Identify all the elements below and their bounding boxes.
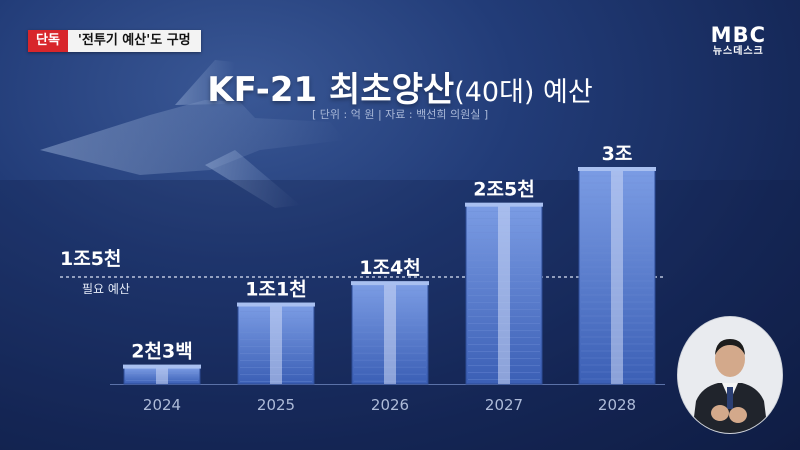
exclusive-badge: 단독	[28, 30, 68, 52]
bar-cap-2027	[465, 202, 543, 207]
bar-stripe-2026	[384, 284, 396, 384]
sign-language-interpreter	[677, 316, 783, 434]
data-label-2024: 2천3백	[131, 341, 192, 363]
x-tick-2028: 2028	[598, 396, 636, 414]
data-label-2028: 3조	[602, 143, 633, 165]
bar-stripe-2028	[611, 170, 623, 384]
data-label-2026: 1조4천	[359, 257, 420, 279]
bar-cap-2028	[578, 167, 656, 171]
mbc-logo: MBC 뉴스데스크	[711, 24, 766, 58]
x-tick-2024: 2024	[143, 396, 181, 414]
chart-unit-note: [ 단위 : 억 원 | 자료 : 백선희 의원실 ]	[312, 108, 489, 121]
bar-stripe-2024	[156, 367, 168, 384]
headline-caption: '전투기 예산'도 구멍	[67, 30, 201, 52]
x-tick-2027: 2027	[485, 396, 523, 414]
chart-title-main: KF-21 최초양산	[207, 70, 455, 110]
data-label-2027: 2조5천	[473, 179, 534, 201]
reference-value-label: 1조5천	[60, 248, 122, 270]
bar-cap-2025	[237, 302, 315, 307]
bar-stripe-2025	[270, 305, 282, 384]
logo-main-text: MBC	[710, 23, 766, 47]
reference-label: 필요 예산	[82, 282, 130, 296]
data-label-2025: 1조1천	[245, 279, 306, 301]
interpreter-figure-icon	[678, 317, 782, 433]
chart-title: KF-21 최초양산(40대) 예산	[0, 62, 800, 111]
bar-cap-2024	[123, 364, 201, 369]
chart-title-suffix: (40대) 예산	[454, 77, 593, 108]
bar-stripe-2027	[498, 205, 510, 384]
bar-cap-2026	[351, 281, 429, 286]
logo-sub-text: 뉴스데스크	[712, 46, 764, 57]
x-tick-2026: 2026	[371, 396, 409, 414]
news-tag: 단독 '전투기 예산'도 구멍	[28, 30, 201, 52]
x-tick-2025: 2025	[257, 396, 295, 414]
